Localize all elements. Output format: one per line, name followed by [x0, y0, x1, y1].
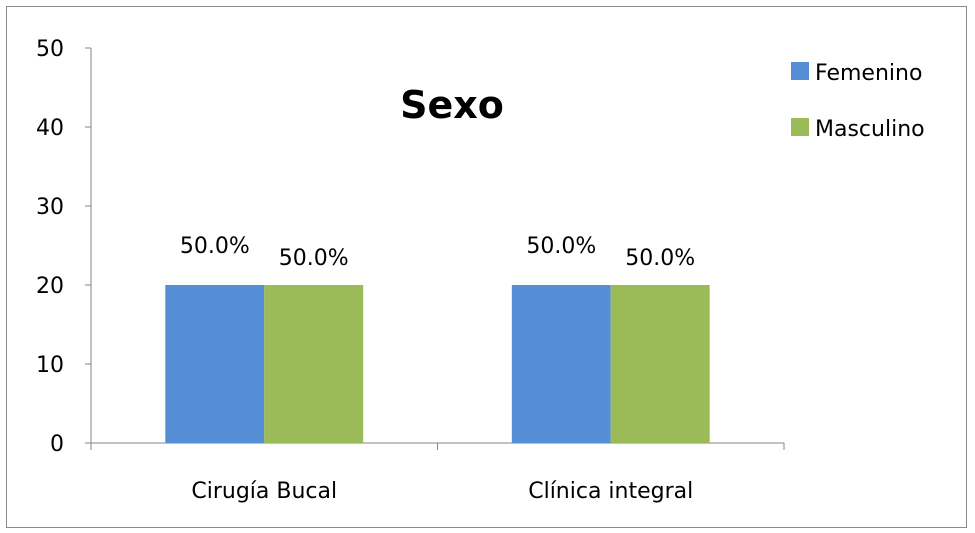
legend-swatch — [791, 118, 809, 136]
y-tick-label: 10 — [36, 353, 64, 378]
y-tick-label: 40 — [36, 116, 64, 141]
x-category-label: Cirugía Bucal — [191, 479, 337, 504]
chart-title: Sexo — [400, 83, 504, 127]
legend-label: Masculino — [815, 117, 925, 142]
legend-swatch — [791, 62, 809, 80]
bar — [165, 285, 265, 443]
bar — [610, 285, 710, 443]
y-tick-label: 30 — [36, 195, 64, 220]
y-tick-label: 50 — [36, 37, 64, 62]
data-label: 50.0% — [279, 246, 349, 271]
y-tick-label: 0 — [50, 432, 64, 457]
data-label: 50.0% — [625, 246, 695, 271]
x-category-label: Clínica integral — [528, 479, 693, 504]
bar — [511, 285, 611, 443]
data-label: 50.0% — [180, 234, 250, 259]
bars: 50.0% 50.0% 50.0% 50.0% — [165, 234, 710, 443]
legend: Femenino Masculino — [791, 61, 925, 142]
legend-label: Femenino — [815, 61, 922, 86]
y-tick-label: 20 — [36, 274, 64, 299]
data-label: 50.0% — [526, 234, 596, 259]
bar — [264, 285, 364, 443]
